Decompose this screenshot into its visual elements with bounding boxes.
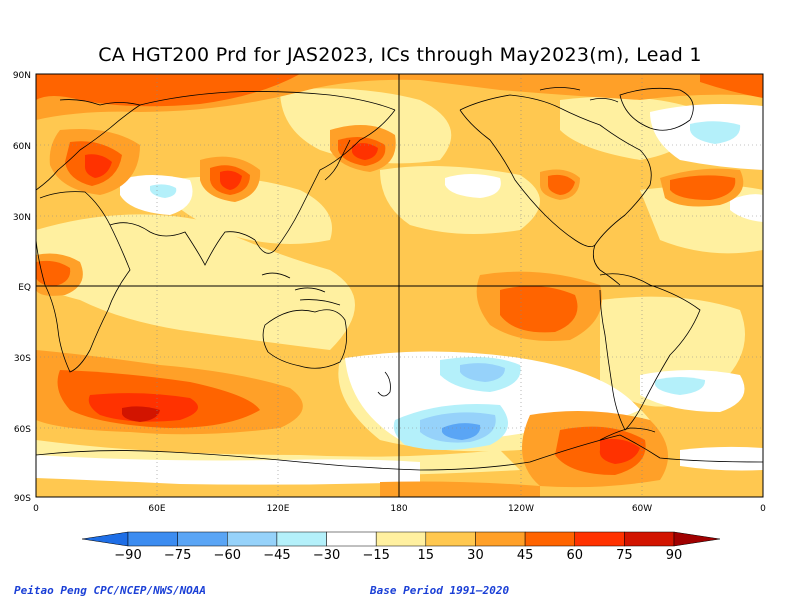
legend-swatch [177,531,228,547]
legend-tick-label: 75 [616,548,633,560]
equator-and-dateline [36,74,763,497]
legend-swatch [425,531,476,547]
lon-label: 120E [267,504,290,514]
legend-tick-label: 90 [666,548,683,560]
credit-author: Peitao Peng CPC/NCEP/NWS/NOAA [14,584,207,597]
legend-swatch [475,531,526,547]
lat-label: 30S [14,354,31,364]
graticule [36,74,763,497]
map-title: CA HGT200 Prd for JAS2023, ICs through M… [98,44,702,66]
legend-swatch [276,531,327,547]
anomaly-map: 90N 60N 30N EQ 30S 60S 90S 0 60E 120E 18… [13,71,766,560]
lat-label: 30N [13,213,31,223]
latitude-labels: 90N 60N 30N EQ 30S 60S 90S [13,71,31,504]
legend-tick-label: −15 [362,548,389,560]
map-frame [35,73,764,498]
legend-swatch [574,531,625,547]
legend-swatch [127,531,178,547]
coastlines [36,87,763,471]
legend-tick-label: −30 [313,548,340,560]
legend-tick-label: 60 [566,548,583,560]
legend-swatch [524,531,575,547]
legend-tick-label: −75 [164,548,191,560]
credit-base-period: Base Period 1991–2020 [370,584,510,597]
legend-tick-label: −60 [214,548,241,560]
lon-label: 0 [760,504,766,514]
legend-swatch [673,531,721,547]
legend-tick-label: 45 [517,548,534,560]
lat-label: 90N [13,71,31,81]
legend-swatch [624,531,675,547]
legend-tick-label: −45 [263,548,290,560]
legend-tick-label: 30 [467,548,484,560]
legend-swatch [326,531,377,547]
legend-tick-label: 15 [418,548,435,560]
lon-label: 60W [632,504,652,514]
lon-label: 60E [148,504,165,514]
lat-label: 60S [14,425,31,435]
lon-label: 180 [390,504,407,514]
lat-label: 90S [14,494,31,504]
color-legend: −90 −75 −60 −45 −30 −15 15 30 45 60 75 90 [81,531,721,560]
legend-tick-label: −90 [114,548,141,560]
legend-swatch [227,531,278,547]
longitude-labels: 0 60E 120E 180 120W 60W 0 [33,504,766,514]
lon-label: 0 [33,504,39,514]
lat-label: 60N [13,142,31,152]
legend-swatch [81,531,129,547]
legend-swatch [375,531,427,547]
lon-label: 120W [508,504,534,514]
lat-label: EQ [18,283,31,293]
